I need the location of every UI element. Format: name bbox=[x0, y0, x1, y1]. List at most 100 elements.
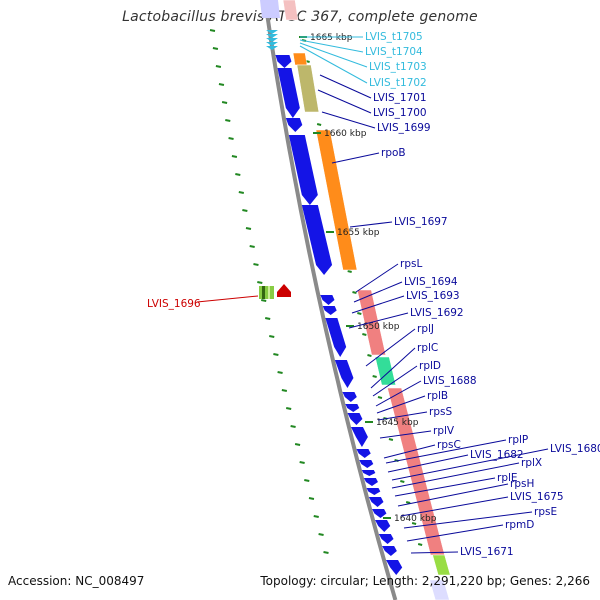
leader-line bbox=[348, 312, 409, 329]
label-leader-lines bbox=[196, 36, 549, 554]
cds-arrow bbox=[347, 413, 363, 425]
leader-line bbox=[351, 295, 405, 314]
leader-line bbox=[375, 380, 422, 407]
inner-dot-tick bbox=[372, 375, 377, 378]
leader-line bbox=[355, 263, 399, 293]
left-gene-block bbox=[259, 286, 274, 299]
scale-label: 1645 kbp bbox=[376, 418, 419, 428]
dot-tick bbox=[228, 137, 234, 140]
dot-tick bbox=[212, 47, 219, 50]
cds-arrow bbox=[301, 205, 333, 275]
cds-arrow bbox=[366, 488, 381, 495]
dot-tick bbox=[242, 209, 248, 212]
gene-label-rplv: rplV bbox=[433, 425, 455, 437]
dot-tick bbox=[225, 119, 231, 122]
leader-line bbox=[196, 295, 259, 303]
cds-arrow bbox=[342, 392, 357, 402]
gene-label-lvis_t1705: LVIS_t1705 bbox=[365, 31, 423, 43]
scale-label: 1650 kbp bbox=[357, 322, 400, 332]
gene-label-lvis_1675: LVIS_1675 bbox=[510, 491, 564, 503]
gene-label-lvis_1697: LVIS_1697 bbox=[394, 216, 448, 228]
dot-tick bbox=[294, 443, 301, 446]
inner-dot-tick bbox=[357, 312, 362, 315]
dot-tick bbox=[323, 551, 329, 554]
accession-text: Accession: NC_008497 bbox=[8, 574, 145, 588]
gene-label-lvis_t1702: LVIS_t1702 bbox=[369, 77, 427, 89]
cds-arrow bbox=[350, 427, 368, 447]
leader-line bbox=[376, 395, 426, 414]
leader-line bbox=[403, 511, 533, 529]
cds-arrow bbox=[363, 478, 378, 486]
leader-line bbox=[370, 347, 416, 389]
leader-line bbox=[349, 221, 393, 228]
leader-line bbox=[379, 430, 432, 439]
gene-label-rpse: rpsE bbox=[534, 506, 557, 518]
dot-tick bbox=[261, 299, 267, 302]
minus-strand-tick-dots bbox=[209, 29, 329, 554]
leader-line bbox=[383, 444, 436, 459]
leader-line bbox=[385, 439, 507, 464]
gene-label-lvis_1682: LVIS_1682 bbox=[470, 449, 524, 461]
feature-block bbox=[282, 0, 299, 21]
feature-block bbox=[429, 579, 450, 600]
topology-text: Topology: circular; Length: 2,291,220 bp… bbox=[260, 574, 590, 588]
leader-line bbox=[353, 281, 403, 303]
map-title: Lactobacillus brevis ATCC 367, complete … bbox=[122, 9, 478, 25]
gene-label-rple: rplE bbox=[497, 472, 518, 484]
dot-tick bbox=[215, 65, 222, 68]
dot-tick bbox=[281, 389, 288, 392]
feature-block bbox=[374, 356, 397, 386]
leader-line bbox=[400, 496, 509, 517]
left-gene-stripe bbox=[268, 286, 270, 299]
dot-tick bbox=[218, 83, 225, 86]
trna-arrow bbox=[266, 42, 278, 46]
cds-arrow bbox=[277, 68, 300, 118]
dot-tick bbox=[290, 425, 296, 428]
leader-line bbox=[319, 74, 372, 99]
cds-arrow bbox=[322, 306, 337, 315]
gene-label-lvis_1688: LVIS_1688 bbox=[423, 375, 477, 387]
scale-label: 1640 kbp bbox=[394, 514, 437, 524]
gene-labels: LVIS_t1705 LVIS_t1704 LVIS_t1703 LVIS_t1702… bbox=[147, 31, 600, 558]
inner-dot-tick bbox=[411, 522, 417, 525]
cds-arrow bbox=[320, 295, 335, 305]
leader-line bbox=[299, 42, 368, 68]
dot-tick bbox=[313, 515, 319, 518]
inner-dot-tick bbox=[417, 543, 423, 546]
gene-label-rplj: rplJ bbox=[417, 323, 434, 335]
scale-label: 1665 kbp bbox=[310, 33, 353, 43]
gene-label-rplc: rplC bbox=[417, 342, 438, 354]
dot-tick bbox=[273, 353, 279, 356]
gene-label-lvis_1692: LVIS_1692 bbox=[410, 307, 464, 319]
dot-tick bbox=[299, 461, 305, 464]
gene-label-rpsl: rpsL bbox=[400, 258, 422, 270]
dot-tick bbox=[238, 191, 245, 194]
gene-label-lvis_1700: LVIS_1700 bbox=[373, 107, 427, 119]
cds-arrow bbox=[385, 560, 403, 575]
left-gene-arrow bbox=[277, 284, 291, 297]
cds-arrow bbox=[382, 546, 397, 556]
leader-line bbox=[397, 483, 509, 507]
gene-label-rplp: rplP bbox=[508, 434, 528, 446]
leader-line bbox=[299, 39, 364, 53]
leader-line bbox=[377, 411, 428, 421]
cds-arrow bbox=[275, 55, 292, 68]
feature-block bbox=[315, 129, 358, 271]
dot-tick bbox=[221, 101, 228, 104]
gene-label-rplb: rplB bbox=[427, 390, 448, 402]
inner-dot-tick bbox=[400, 480, 405, 483]
inner-dot-tick bbox=[388, 438, 394, 441]
dot-tick bbox=[265, 317, 271, 320]
cds-arrow bbox=[361, 470, 376, 476]
dot-tick bbox=[253, 263, 259, 266]
gene-label-rpsc: rpsC bbox=[437, 439, 461, 451]
leader-line bbox=[391, 448, 549, 481]
cds-arrow bbox=[285, 118, 303, 132]
dot-tick bbox=[269, 335, 275, 338]
inner-dot-tick bbox=[377, 396, 383, 399]
dot-tick bbox=[304, 479, 310, 482]
cds-arrow bbox=[378, 534, 394, 544]
cds-arrow bbox=[325, 318, 347, 357]
inner-dot-tick bbox=[405, 501, 411, 504]
